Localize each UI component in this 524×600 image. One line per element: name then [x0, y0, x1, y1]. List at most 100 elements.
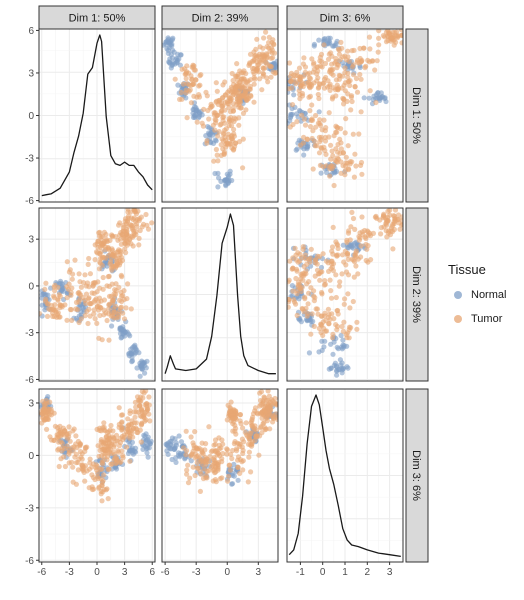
- scatter-point-tumor: [56, 434, 62, 440]
- scatter-point-tumor: [228, 451, 234, 457]
- scatter-point-tumor: [240, 447, 246, 453]
- scatter-point-tumor: [273, 411, 278, 417]
- scatter-point-tumor: [222, 127, 228, 133]
- scatter-point-normal: [194, 107, 200, 113]
- scatter-point-tumor: [327, 173, 333, 179]
- scatter-point-tumor: [372, 67, 378, 73]
- y-tick-label: -3: [25, 503, 34, 514]
- scatter-point-tumor: [100, 461, 106, 467]
- scatter-point-tumor: [321, 117, 327, 123]
- scatter-point-tumor: [97, 251, 103, 257]
- scatter-point-tumor: [93, 464, 99, 471]
- scatter-point-tumor: [378, 225, 384, 231]
- scatter-point-tumor: [292, 245, 298, 251]
- right-strip-bg: [405, 207, 429, 382]
- scatter-point-tumor: [248, 469, 254, 475]
- scatter-point-tumor: [356, 233, 362, 240]
- scatter-point-tumor: [306, 75, 312, 81]
- scatter-point-tumor: [336, 283, 342, 289]
- scatter-point-tumor: [399, 214, 403, 220]
- scatter-point-tumor: [317, 117, 323, 123]
- scatter-point-tumor: [139, 224, 145, 230]
- scatter-point-tumor: [55, 297, 61, 303]
- scatter-point-tumor: [101, 312, 107, 318]
- scatter-point-tumor: [397, 226, 403, 232]
- scatter-point-tumor: [257, 390, 263, 396]
- density-curve-dim2: [164, 213, 276, 375]
- scatter-point-tumor: [178, 89, 184, 96]
- scatter-point-tumor: [66, 269, 72, 275]
- scatter-point-tumor: [224, 140, 230, 146]
- scatter-point-normal: [225, 179, 231, 186]
- scatter-point-tumor: [328, 142, 334, 148]
- panel-border: [161, 28, 279, 203]
- scatter-point-tumor: [317, 121, 323, 127]
- scatter-point-tumor: [64, 259, 70, 265]
- scatter-point-tumor: [128, 306, 134, 312]
- scatter-point-tumor: [231, 126, 237, 133]
- scatter-point-tumor: [374, 58, 380, 64]
- scatter-point-tumor: [133, 425, 139, 431]
- scatter-point-tumor: [252, 53, 258, 59]
- scatter-point-tumor: [367, 46, 373, 52]
- scatter-point-tumor: [125, 416, 131, 422]
- scatter-point-tumor: [315, 91, 321, 98]
- scatter-point-normal: [340, 242, 346, 248]
- scatter-point-normal: [231, 473, 237, 479]
- scatter-point-tumor: [306, 279, 312, 285]
- scatter-point-tumor: [350, 131, 356, 137]
- scatter-point-tumor: [190, 440, 196, 446]
- scatter-point-tumor: [384, 234, 390, 240]
- scatter-point-tumor: [64, 295, 70, 301]
- legend: Tissue Normal Tumor: [448, 262, 520, 331]
- scatter-point-tumor: [76, 289, 82, 296]
- scatter-point-tumor: [138, 407, 144, 413]
- panel-border: [286, 207, 404, 382]
- scatter-point-tumor: [80, 295, 86, 301]
- scatter-point-tumor: [333, 322, 339, 328]
- scatter-point-tumor: [118, 272, 124, 278]
- y-tick-label: 0: [28, 281, 34, 292]
- scatter-point-tumor: [348, 224, 354, 230]
- panel-dim2-vs-dim3: [286, 207, 404, 382]
- scatter-point-tumor: [310, 166, 316, 172]
- scatter-point-tumor: [358, 76, 364, 82]
- scatter-point-tumor: [329, 148, 335, 154]
- scatter-point-tumor: [325, 306, 331, 312]
- scatter-point-tumor: [236, 139, 243, 145]
- scatter-point-tumor: [291, 72, 297, 78]
- scatter-point-tumor: [204, 468, 210, 474]
- scatter-point-tumor: [359, 229, 365, 235]
- scatter-point-tumor: [147, 418, 153, 424]
- scatter-point-tumor: [314, 78, 320, 84]
- scatter-point-tumor: [347, 305, 353, 311]
- scatter-point-tumor: [237, 418, 243, 424]
- scatter-point-tumor: [345, 74, 351, 80]
- scatter-point-tumor: [86, 466, 92, 472]
- scatter-point-normal: [318, 170, 324, 176]
- scatter-point-normal: [319, 338, 325, 344]
- scatter-point-normal: [192, 114, 198, 121]
- scatter-point-tumor: [197, 488, 203, 494]
- scatter-point-tumor: [293, 266, 300, 272]
- scatter-point-tumor: [318, 145, 324, 151]
- scatter-point-tumor: [104, 437, 111, 443]
- scatter-point-tumor: [204, 93, 210, 99]
- scatter-point-tumor: [239, 86, 245, 92]
- scatter-point-tumor: [358, 162, 364, 168]
- scatter-point-tumor: [342, 70, 348, 76]
- panel-dim1-vs-dim2: [161, 28, 279, 203]
- scatter-point-tumor: [201, 106, 207, 112]
- scatter-point-normal: [345, 365, 351, 371]
- scatter-point-tumor: [106, 245, 112, 251]
- scatter-point-tumor: [194, 94, 200, 100]
- x-tick-label: -1: [296, 567, 305, 578]
- scatter-point-tumor: [270, 37, 276, 43]
- scatter-point-tumor: [64, 317, 70, 323]
- scatter-point-tumor: [252, 408, 258, 414]
- scatter-point-tumor: [256, 452, 262, 458]
- scatter-point-tumor: [393, 39, 399, 45]
- scatter-point-tumor: [378, 231, 384, 237]
- scatter-point-tumor: [321, 76, 328, 82]
- scatter-point-tumor: [86, 295, 92, 301]
